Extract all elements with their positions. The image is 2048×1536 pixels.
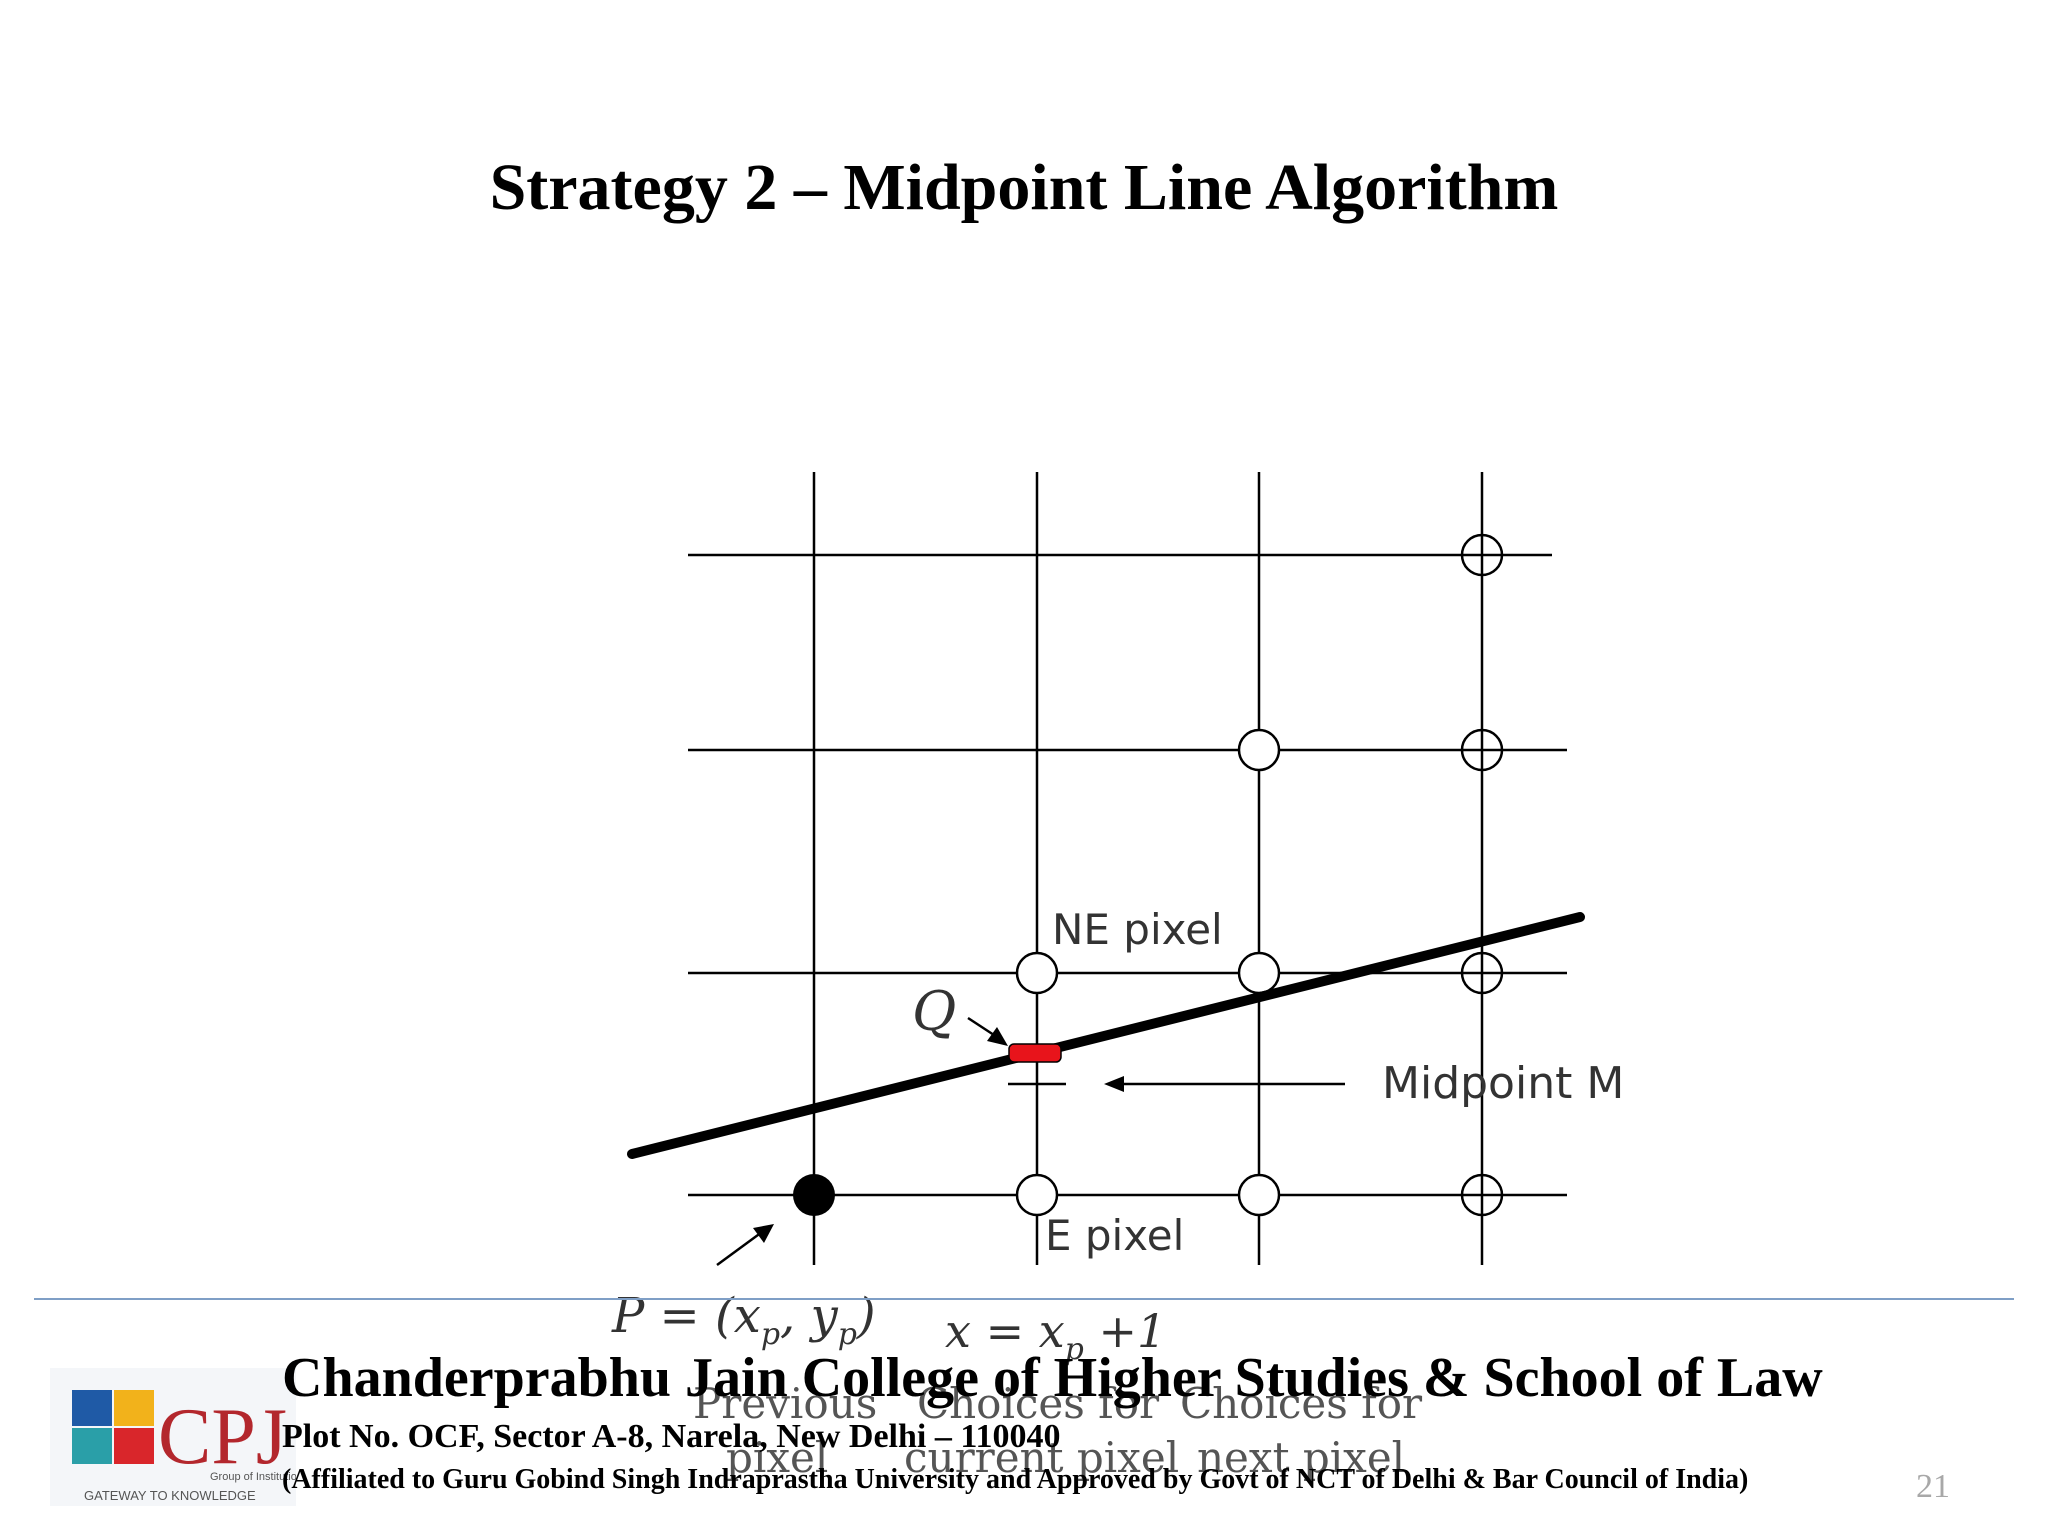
p-arrow — [716, 1230, 763, 1267]
column-captions: Previous pixel Choices for current pixel… — [693, 1379, 1423, 1482]
q-label: Q — [912, 980, 956, 1043]
slide-number: 21 — [1916, 1468, 1950, 1505]
e-pixel-circle — [1015, 1173, 1059, 1217]
x-step-label: x = xp +1 — [945, 1304, 1166, 1367]
caption-next: Choices for — [1180, 1379, 1423, 1428]
logo-motto: GATEWAY TO KNOWLEDGE — [84, 1488, 256, 1503]
logo-initials: CPJ — [158, 1393, 287, 1481]
midpoint-label: Midpoint M — [1382, 1058, 1624, 1109]
p-coordinate-label: P = (xp, yp) — [611, 1288, 876, 1352]
caption-current-2: current pixel — [904, 1433, 1179, 1482]
ne-pixel-label: NE pixel — [1052, 905, 1223, 954]
slide-title: Strategy 2 – Midpoint Line Algorithm — [489, 151, 1559, 224]
pixel-circle — [1237, 951, 1281, 995]
caption-next-2: next pixel — [1197, 1433, 1405, 1482]
college-logo: CPJ Group of Institutions GATEWAY TO KNO… — [50, 1368, 296, 1506]
previous-pixel-dot — [793, 1174, 835, 1216]
pixel-circle — [1237, 1173, 1281, 1217]
college-affiliation: (Affiliated to Guru Gobind Singh Indrapr… — [282, 1464, 1749, 1495]
caption-previous-2: pixel — [726, 1433, 828, 1482]
college-address: Plot No. OCF, Sector A-8, Narela, New De… — [282, 1418, 1061, 1455]
caption-current: Choices for — [917, 1379, 1160, 1428]
college-name: Chanderprabhu Jain College of Higher Stu… — [282, 1347, 1823, 1409]
midpoint-arrowhead — [1104, 1076, 1124, 1092]
ne-pixel-circle — [1015, 951, 1059, 995]
q-intersection-marker — [1008, 1043, 1062, 1063]
e-pixel-label: E pixel — [1045, 1211, 1184, 1260]
logo-tagline: Group of Institutions — [210, 1471, 296, 1483]
q-arrowhead — [987, 1027, 1008, 1046]
footer-divider — [34, 1298, 2014, 1300]
line-segment — [627, 912, 1585, 1159]
circle-crosshairs — [1462, 535, 1502, 1215]
p-arrowhead — [753, 1224, 774, 1243]
pixel-circle — [1237, 728, 1281, 772]
caption-previous: Previous — [693, 1379, 877, 1428]
pixel-grid — [688, 472, 1567, 1265]
